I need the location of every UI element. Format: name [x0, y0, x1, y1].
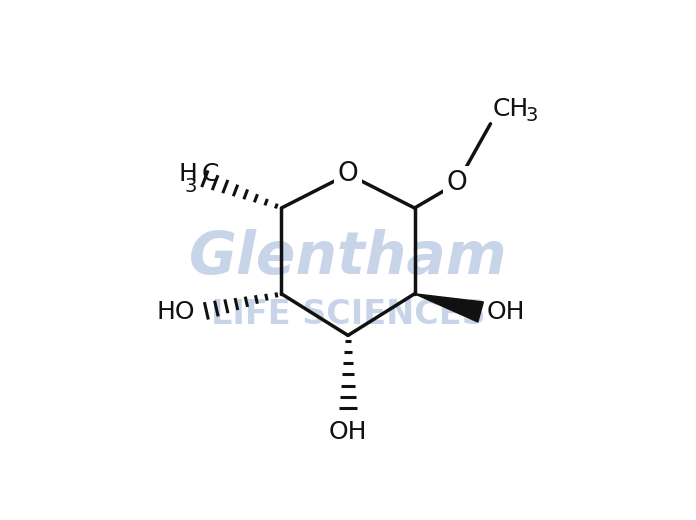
Text: 3: 3: [526, 106, 538, 125]
Text: CH: CH: [493, 97, 530, 121]
Text: OH: OH: [329, 420, 367, 444]
Text: 3: 3: [185, 177, 197, 196]
Text: LIFE SCIENCES: LIFE SCIENCES: [211, 298, 485, 331]
Polygon shape: [415, 294, 483, 322]
Text: O: O: [447, 170, 468, 196]
Text: H: H: [178, 162, 197, 186]
Text: OH: OH: [487, 300, 525, 324]
Text: Glentham: Glentham: [189, 229, 507, 286]
Text: O: O: [338, 161, 358, 187]
Text: HO: HO: [157, 300, 195, 324]
Text: C: C: [201, 162, 219, 186]
